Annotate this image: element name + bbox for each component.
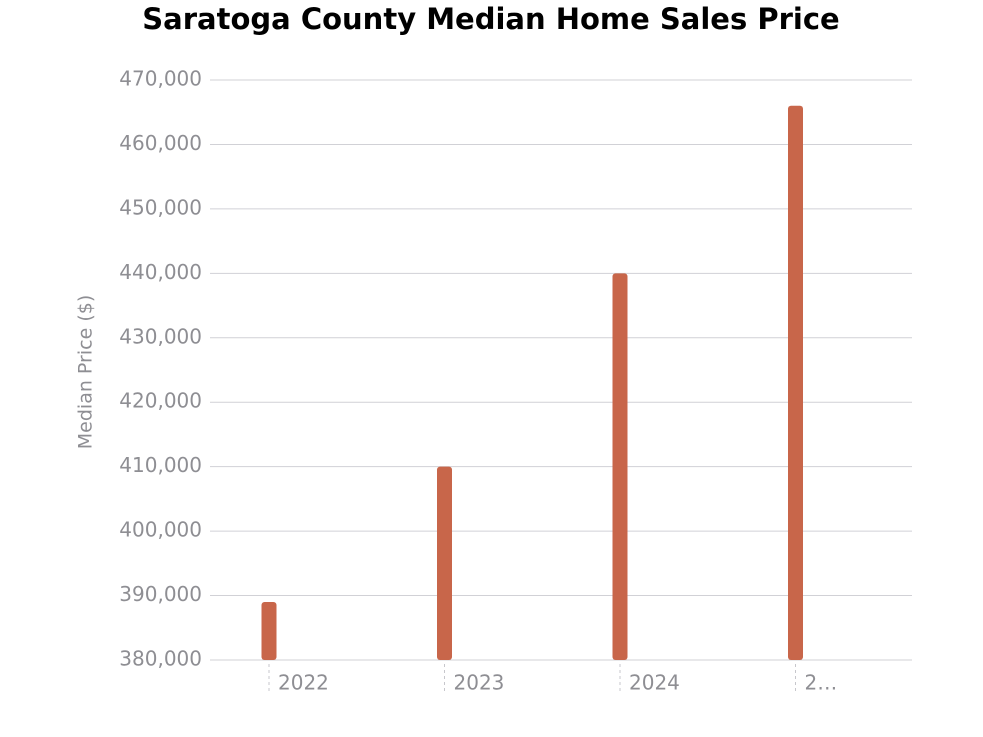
x-tick-label: 2022 [278, 671, 329, 695]
y-tick-label: 470,000 [119, 67, 202, 91]
y-tick-label: 450,000 [119, 195, 202, 219]
chart-title: Saratoga County Median Home Sales Price [142, 2, 839, 36]
bar [612, 273, 628, 660]
y-tick-label: 420,000 [119, 389, 202, 413]
bar [261, 602, 277, 660]
y-tick-label: 440,000 [119, 260, 202, 284]
y-tick-label: 400,000 [119, 518, 202, 542]
x-tick-label: 2… [805, 671, 838, 695]
y-tick-label: 380,000 [119, 647, 202, 671]
bar [788, 105, 803, 661]
x-tick-label: 2023 [454, 671, 505, 695]
y-tick-label: 460,000 [119, 131, 202, 155]
y-axis-label: Median Price ($) [75, 295, 97, 449]
y-tick-label: 410,000 [119, 453, 202, 477]
bar [437, 466, 452, 660]
y-tick-label: 390,000 [119, 582, 202, 606]
x-tick-label: 2024 [629, 671, 680, 695]
y-tick-label: 430,000 [119, 324, 202, 348]
